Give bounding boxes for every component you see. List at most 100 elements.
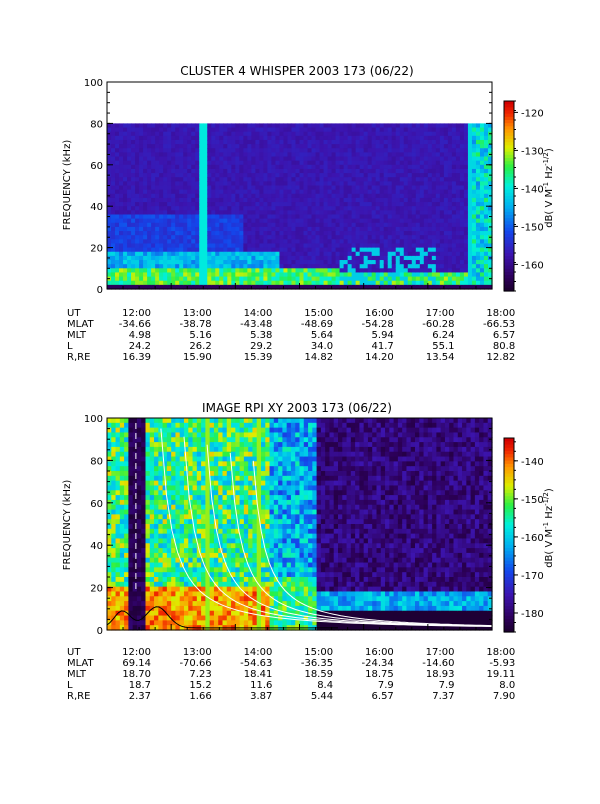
spectrogram-cell [195,248,200,253]
spectrogram-cell [124,514,129,519]
spectrogram-cell [416,223,421,228]
spectrogram-cell [444,277,449,282]
spectrogram-cell [480,144,485,149]
spectrogram-cell [396,148,401,153]
spectrogram-cell [356,140,361,145]
spectrogram-cell [146,442,151,447]
spectrogram-cell [211,202,216,207]
spectrogram-cell [139,206,144,211]
spectrogram-cell [171,181,176,186]
spectrogram-cell [368,256,373,261]
spectrogram-cell [191,281,196,286]
spectrogram-cell [320,140,325,145]
spectrogram-cell [199,214,204,219]
spectrogram-cell [324,227,329,232]
spectrogram-cell [456,281,461,286]
spectrogram-cell [255,281,260,286]
spectrogram-cell [243,186,248,191]
spectrogram-cell [263,231,268,236]
spectrogram-cell [133,423,138,428]
spectrogram-cell [127,206,132,211]
spectrogram-cell [207,277,212,282]
spectrogram-cell [187,252,192,257]
spectrogram-cell [139,169,144,174]
spectrogram-cell [380,219,385,224]
ephemeris-cell: 34.0 [311,341,333,352]
spectrogram-cell [131,252,136,257]
spectrogram-cell [291,136,296,141]
spectrogram-cell [163,252,168,257]
spectrogram-cell [139,136,144,141]
spectrogram-cell [107,510,112,515]
spectrogram-cell [396,214,401,219]
spectrogram-cell [184,558,189,563]
spectrogram-cell [183,190,188,195]
spectrogram-cell [364,260,369,265]
spectrogram-cell [119,186,124,191]
spectrogram-cell [175,563,180,568]
spectrogram-cell [432,152,437,157]
spectrogram-cell [404,148,409,153]
spectrogram-cell [372,173,377,178]
spectrogram-cell [275,186,280,191]
spectrogram-cell [175,169,180,174]
spectrogram-cell [203,281,208,286]
spectrogram-cell [400,194,405,199]
spectrogram-cell [158,461,163,466]
spectrogram-cell [372,148,377,153]
spectrogram-cell [180,490,185,495]
spectrogram-cell [340,202,345,207]
spectrogram-cell [464,223,469,228]
spectrogram-cell [316,169,321,174]
spectrogram-cell [304,198,309,203]
spectrogram-cell [211,219,216,224]
spectrogram-cell [171,248,176,253]
spectrogram-cell [163,256,168,261]
spectrogram-cell [227,140,232,145]
spectrogram-cell [364,219,369,224]
spectrogram-cell [107,476,112,481]
spectrogram-cell [464,169,469,174]
spectrogram-cell [123,186,128,191]
spectrogram-cell [396,231,401,236]
spectrogram-cell [131,214,136,219]
spectrogram-cell [120,500,125,505]
spectrogram-cell [116,606,121,611]
spectrogram-cell [158,495,163,500]
spectrogram-cell [452,206,457,211]
spectrogram-cell [193,442,198,447]
spectrogram-cell [179,148,184,153]
spectrogram-cell [304,165,309,170]
spectrogram-cell [151,272,156,277]
spectrogram-cell [135,202,140,207]
spectrogram-cell [428,256,433,261]
spectrogram-cell [456,194,461,199]
spectrogram-cell [123,165,128,170]
spectrogram-cell [308,235,313,240]
spectrogram-cell [400,260,405,265]
spectrogram-cell [432,173,437,178]
spectrogram-cell [436,210,441,215]
spectrogram-cell [154,418,159,423]
spectrogram-cell [444,210,449,215]
spectrogram-cell [128,524,133,529]
spectrogram-cell [376,198,381,203]
spectrogram-cell [436,260,441,265]
spectrogram-cell [151,165,156,170]
spectrogram-cell [336,231,341,236]
spectrogram-cell [384,181,389,186]
spectrogram-cell [119,252,124,257]
spectrogram-cell [332,152,337,157]
spectrogram-cell [259,181,264,186]
spectrogram-cell [167,606,172,611]
spectrogram-cell [251,227,256,232]
spectrogram-cell [344,227,349,232]
spectrogram-cell [184,500,189,505]
spectrogram-cell [368,190,373,195]
spectrogram-cell [159,198,164,203]
spectrogram-cell [352,248,357,253]
spectrogram-cell [243,169,248,174]
spectrogram-cell [183,239,188,244]
spectrogram-cell [111,461,116,466]
spectrogram-cell [154,548,159,553]
